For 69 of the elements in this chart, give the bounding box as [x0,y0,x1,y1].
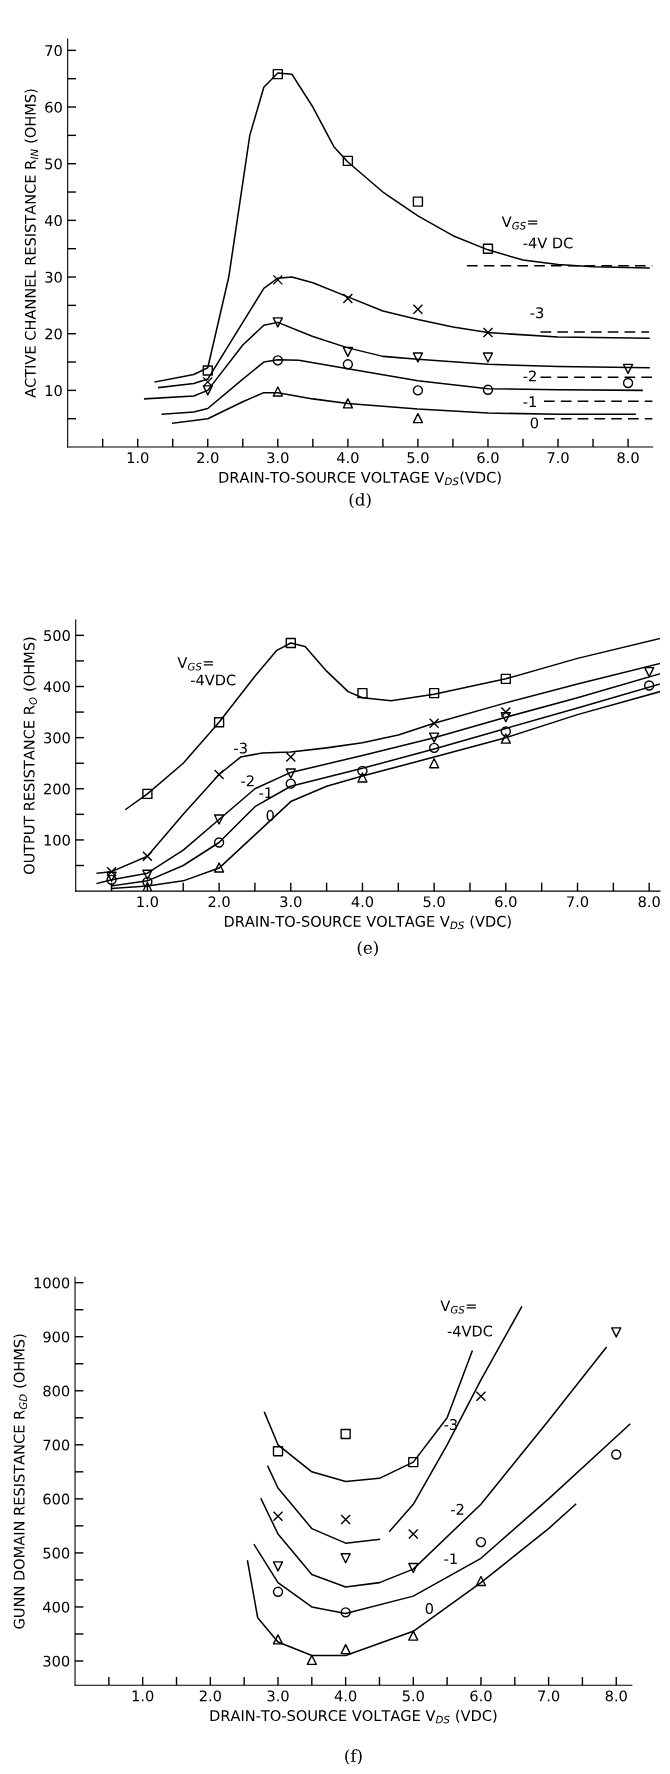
x-tick-label: 5.0 [423,896,445,908]
annotation: -1 [523,396,536,408]
x-tick-label: 7.0 [547,452,569,464]
x-tick-label: 6.0 [495,896,517,908]
x-tick-label: 2.0 [197,452,219,464]
y-tick-label: 500 [43,1547,70,1559]
y-tick-label: 400 [43,681,70,693]
y-tick-label: 400 [43,1601,70,1613]
y-tick-label: 700 [43,1439,70,1451]
annotation: -3 [234,742,247,754]
x-tick-label: 1.0 [132,1690,154,1702]
annotation: -2 [241,775,254,787]
y-axis-title: ACTIVE CHANNEL RESISTANCE R$_{IN}$ (OHMS) [24,89,39,398]
x-tick-label: 3.0 [267,452,289,464]
y-tick-label: 30 [45,271,62,283]
annotation: V$_{GS}$= [501,216,538,230]
y-tick-label: 500 [44,630,70,642]
x-tick-label: 4.0 [351,896,374,908]
x-axis-title: DRAIN-TO-SOURCE VOLTAGE V$_{DS}$(VDC) [219,471,501,486]
annotation: -3 [530,307,544,319]
x-tick-label: 1.0 [127,452,149,464]
y-tick-label: 800 [43,1385,70,1397]
y-tick-label: 900 [43,1331,70,1343]
y-tick-label: 200 [44,783,70,795]
y-tick-label: 70 [45,45,62,57]
text: (f) [345,1749,362,1765]
y-tick-label: 1000 [34,1277,70,1289]
y-tick-label: 600 [43,1493,70,1505]
x-tick-label: 5.0 [402,1690,424,1702]
x-tick-label: 1.0 [137,896,159,908]
annotation: -4VDC [447,1325,493,1337]
x-tick-label: 8.0 [617,452,639,464]
text: (d) [349,492,371,509]
x-tick-label: 6.0 [477,452,499,464]
y-tick-label: 10 [45,385,62,397]
x-tick-label: 2.0 [208,896,230,908]
x-tick-label: 2.0 [199,1690,221,1702]
x-tick-label: 8.0 [605,1690,627,1702]
x-tick-label: 3.0 [280,896,302,908]
y-tick-label: 60 [45,101,62,113]
x-axis-title: DRAIN-TO-SOURCE VOLTAGE V$_{DS}$ (VDC) [224,915,511,930]
y-tick-label: 20 [45,328,62,340]
y-tick-label: 300 [44,732,70,744]
annotation: V$_{GS}$= [440,1300,476,1314]
annotation: -4V DC [523,237,573,249]
annotation: -2 [451,1503,464,1515]
annotation: V$_{GS}$= [177,657,213,671]
x-tick-label: 3.0 [267,1690,289,1702]
text: (e) [357,941,378,957]
annotation: -1 [259,787,272,799]
x-axis-title: DRAIN-TO-SOURCE VOLTAGE V$_{DS}$ (VDC) [210,1709,497,1724]
annotation: 0 [530,417,539,429]
annotation: -1 [444,1553,457,1565]
x-tick-label: 4.0 [334,1690,357,1702]
y-tick-label: 40 [44,215,62,227]
x-tick-label: 6.0 [470,1690,492,1702]
y-axis-title: OUTPUT RESISTANCE R$_{O}$ (OHMS) [23,637,37,875]
x-tick-label: 8.0 [638,896,660,908]
annotation: -2 [523,370,536,382]
y-tick-label: 50 [45,158,62,170]
x-tick-label: 4.0 [336,452,359,464]
annotation: 0 [425,1603,433,1615]
y-tick-label: 100 [44,834,70,846]
x-tick-label: 7.0 [538,1690,560,1702]
y-tick-label: 300 [43,1655,70,1667]
y-axis-title: GUNN DOMAIN RESISTANCE R$_{GD}$ (OHMS) [13,1334,27,1629]
annotation: -4VDC [190,674,236,686]
x-tick-label: 5.0 [407,452,429,464]
x-tick-label: 7.0 [567,896,589,908]
